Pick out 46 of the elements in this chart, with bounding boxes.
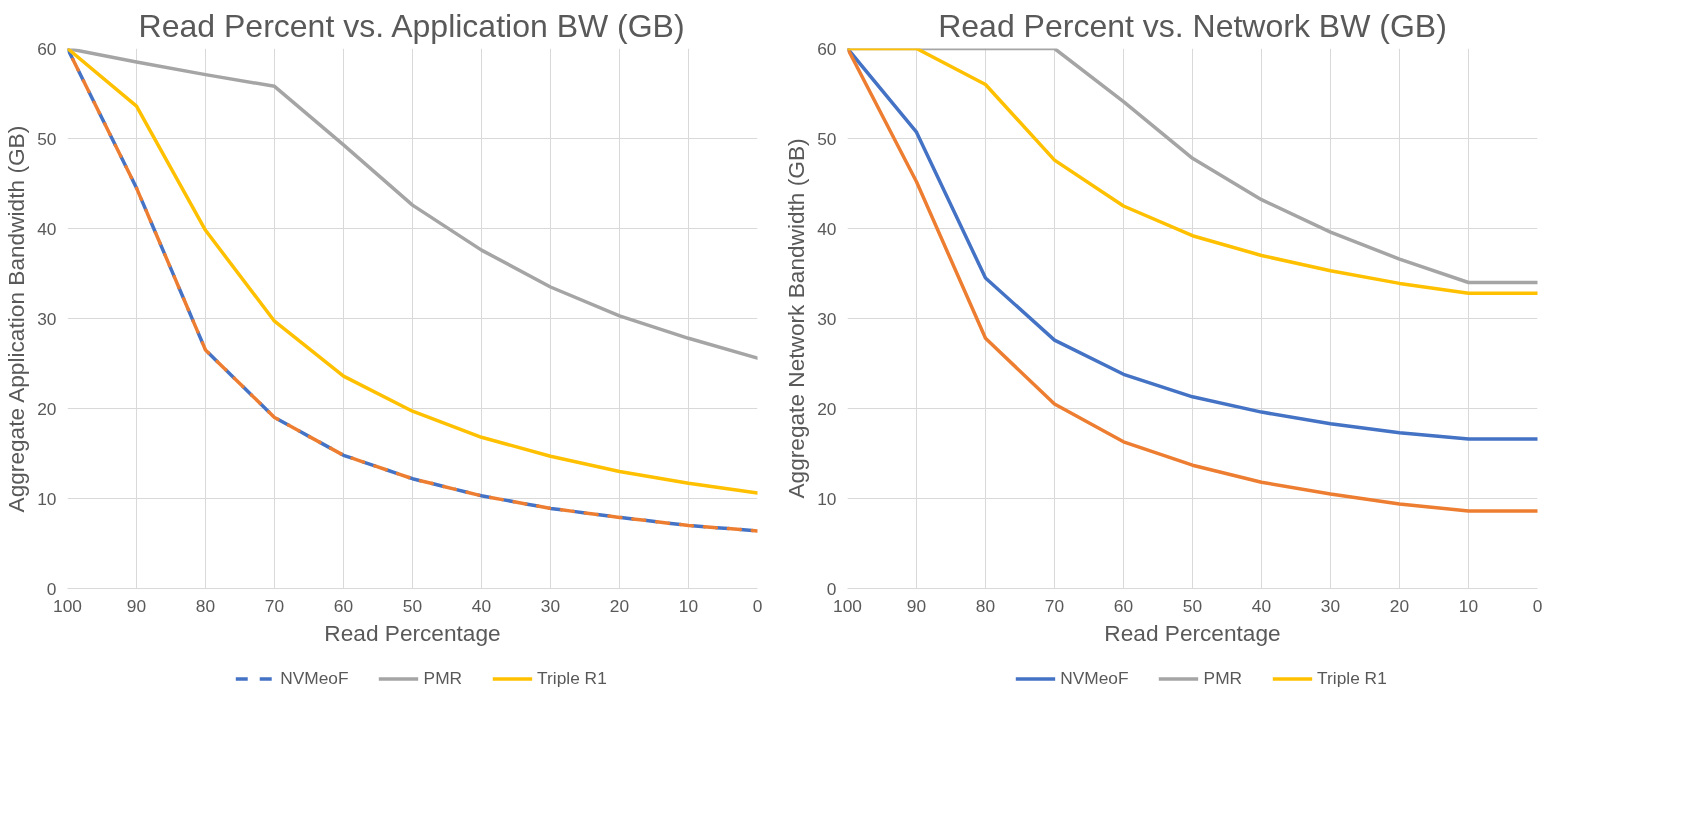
x-tick-label: 80: [975, 595, 996, 616]
x-tick-label: 20: [1389, 595, 1410, 616]
x-axis-title: Read Percentage: [1104, 619, 1281, 646]
y-tick-label: 30: [817, 308, 837, 329]
x-tick-label: 60: [1113, 595, 1134, 616]
x-tick-label: 80: [195, 595, 216, 616]
y-tick-label: 10: [37, 488, 57, 509]
x-tick-label: 70: [1044, 595, 1065, 616]
x-tick-label: 50: [402, 595, 423, 616]
y-axis-title: Aggregate Network Bandwidth (GB): [783, 138, 810, 499]
x-tick-label: 10: [1458, 595, 1479, 616]
line-series: [847, 48, 1538, 441]
y-tick-label: 60: [817, 38, 837, 59]
legend-label: Triple R1: [537, 667, 607, 689]
x-tick-label: 70: [264, 595, 285, 616]
legend-label: PMR: [423, 667, 463, 689]
y-tick-label: 40: [37, 218, 57, 239]
legend-label: PMR: [1203, 667, 1243, 689]
y-tick-label: 50: [817, 128, 837, 149]
y-tick-label: 60: [37, 38, 57, 59]
y-tick-label: 30: [37, 308, 57, 329]
legend-label: NVMeoF: [1060, 667, 1129, 689]
y-tick-label: 20: [817, 398, 837, 419]
y-axis-title: Aggregate Application Bandwidth (GB): [3, 125, 30, 513]
line-series: [847, 48, 1538, 513]
chart-title: Read Percent vs. Application BW (GB): [138, 7, 685, 44]
x-tick-label: 10: [678, 595, 699, 616]
x-tick-label: 0: [1532, 595, 1543, 616]
legend-label: NVMeoF: [280, 667, 349, 689]
y-tick-label: 40: [817, 218, 837, 239]
y-tick-label: 10: [817, 488, 837, 509]
x-tick-label: 30: [1320, 595, 1341, 616]
x-tick-label: 40: [1251, 595, 1272, 616]
chart-title: Read Percent vs. Network BW (GB): [938, 7, 1447, 44]
legend-label: Triple R1: [1317, 667, 1387, 689]
y-tick-label: 20: [37, 398, 57, 419]
x-tick-label: 90: [126, 595, 147, 616]
x-tick-label: 40: [471, 595, 492, 616]
x-tick-label: 20: [609, 595, 630, 616]
x-tick-label: 50: [1182, 595, 1203, 616]
x-tick-label: 0: [752, 595, 763, 616]
x-tick-label: 60: [333, 595, 354, 616]
y-tick-label: 50: [37, 128, 57, 149]
x-tick-label: 30: [540, 595, 561, 616]
x-axis-title: Read Percentage: [324, 619, 501, 646]
x-tick-label: 90: [906, 595, 927, 616]
